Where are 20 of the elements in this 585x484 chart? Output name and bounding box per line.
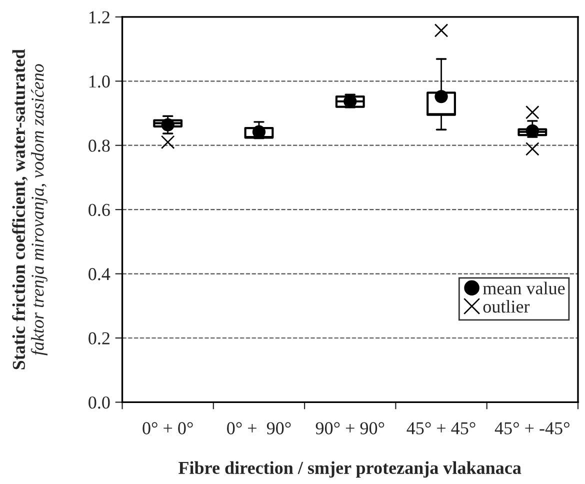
y-tick-label: 0.4 xyxy=(88,268,110,280)
y-tick-label: 0.0 xyxy=(88,396,110,409)
y-tick-label: 0.8 xyxy=(88,140,110,152)
point xyxy=(434,90,448,104)
y-tick-label: 0.2 xyxy=(88,332,110,345)
y-tick-label: 0.6 xyxy=(88,204,110,216)
point xyxy=(160,135,175,150)
legend-label: outlier xyxy=(483,300,530,313)
y-tick-label: 1.0 xyxy=(89,75,110,88)
x-tick-label: 45° + 45° xyxy=(406,422,476,434)
x-tick-label: 45° + -45° xyxy=(494,422,570,434)
y-tick-label: 1.2 xyxy=(89,11,110,24)
point xyxy=(526,124,539,138)
legend-label: mean value xyxy=(483,282,565,294)
x-tick-label: 0° + 90° xyxy=(227,422,291,434)
x-axis-title: Fibre direction / smjer protezanja vlakanaca xyxy=(178,461,522,478)
x-tick-label: 0° + 0° xyxy=(142,422,193,434)
x-tick-label: 90° + 90° xyxy=(316,422,384,434)
point xyxy=(161,118,174,132)
y-axis-title: Static friction coefficient, water-saturated faktor trenja mirovanja, vodom zasićeno xyxy=(12,49,48,370)
